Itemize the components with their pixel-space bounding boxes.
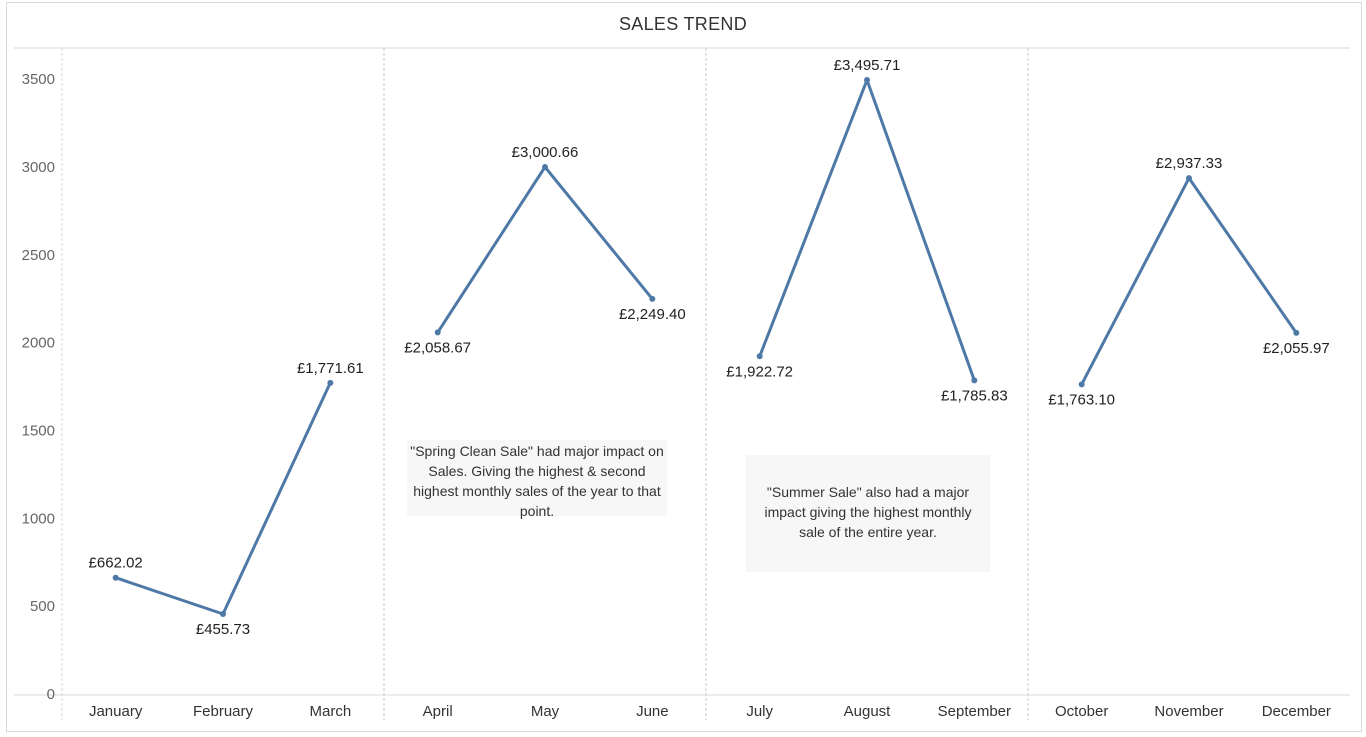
x-category-label: May <box>531 703 560 720</box>
chart-title: SALES TREND <box>618 14 747 34</box>
data-label: £1,763.10 <box>1048 391 1115 408</box>
data-point <box>220 610 226 617</box>
data-point <box>1293 329 1300 336</box>
data-label: £1,922.72 <box>726 363 793 380</box>
data-point <box>327 379 334 386</box>
data-point <box>864 77 870 83</box>
y-tick-label: 3000 <box>22 159 55 176</box>
y-tick-label: 2000 <box>22 335 55 352</box>
chart-frame <box>6 2 1362 732</box>
data-point <box>649 295 656 302</box>
data-label: £2,249.40 <box>619 306 686 323</box>
data-point <box>756 353 763 360</box>
x-category-label: February <box>193 703 254 720</box>
data-point <box>542 163 548 170</box>
data-label: £3,000.66 <box>512 144 579 161</box>
y-tick-label: 1000 <box>22 510 55 527</box>
x-category-label: August <box>844 703 892 720</box>
data-label: £2,058.67 <box>404 339 471 356</box>
x-category-label: September <box>938 703 1011 720</box>
data-label: £2,937.33 <box>1156 155 1223 172</box>
data-point <box>1186 175 1192 182</box>
annotation-spring-sale: "Spring Clean Sale" had major impact on … <box>407 440 667 519</box>
y-tick-label: 2500 <box>22 247 55 264</box>
y-tick-label: 0 <box>47 686 55 703</box>
x-category-label: October <box>1055 703 1108 720</box>
y-axis-ticks: 0 500 1000 1500 2000 2500 3000 3500 <box>22 71 55 703</box>
data-point <box>1078 381 1085 388</box>
data-label: £1,771.61 <box>297 360 364 377</box>
series <box>112 77 1300 617</box>
x-category-label: June <box>636 703 669 720</box>
data-labels: £662.02 £455.73 £1,771.61 £2,058.67 £3,000.6… <box>89 57 1330 638</box>
x-category-label: January <box>89 703 143 720</box>
data-label: £2,055.97 <box>1263 340 1330 357</box>
y-tick-label: 500 <box>30 598 55 615</box>
data-label: £1,785.83 <box>941 387 1008 404</box>
data-point <box>112 574 119 581</box>
x-category-label: April <box>423 703 453 720</box>
x-axis-categories: January February March April May June July Augu… <box>89 703 1331 720</box>
x-category-label: March <box>309 703 351 720</box>
data-point <box>434 329 441 336</box>
y-tick-label: 1500 <box>22 423 55 440</box>
x-category-label: July <box>746 703 773 720</box>
data-label: £662.02 <box>89 555 143 572</box>
y-tick-label: 3500 <box>22 71 55 88</box>
data-label: £3,495.71 <box>834 57 901 74</box>
annotation-summer-sale: "Summer Sale" also had a major impact gi… <box>746 455 990 572</box>
quarter-separators <box>383 48 1029 720</box>
x-category-label: December <box>1262 703 1331 720</box>
series-line-quarter-1 <box>115 382 332 616</box>
series-line-quarter-3 <box>758 78 976 381</box>
data-point <box>971 377 978 384</box>
data-label: £455.73 <box>196 621 250 638</box>
axes <box>14 47 1350 720</box>
x-category-label: November <box>1154 703 1223 720</box>
